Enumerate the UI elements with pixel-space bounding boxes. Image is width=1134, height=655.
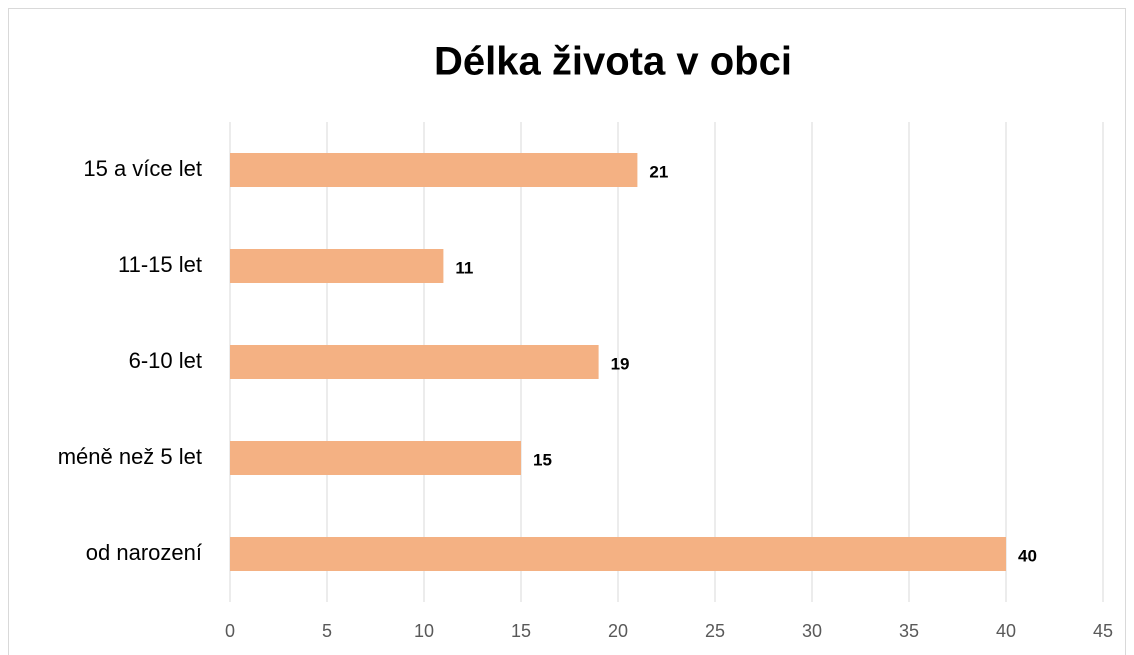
y-tick-label: 15 a více let [83, 156, 202, 181]
bar [230, 249, 444, 283]
y-tick-label: 6-10 let [129, 348, 202, 373]
x-tick-label: 15 [511, 621, 531, 641]
x-tick-label: 20 [608, 621, 628, 641]
x-tick-label: 35 [899, 621, 919, 641]
x-tick-label: 30 [802, 621, 822, 641]
x-tick-label: 5 [322, 621, 332, 641]
y-tick-label: 11-15 let [118, 252, 202, 277]
data-label: 19 [611, 354, 630, 373]
x-tick-label: 25 [705, 621, 725, 641]
chart-title: Délka života v obci [434, 40, 792, 84]
x-tick-label: 45 [1093, 621, 1113, 641]
bar [230, 345, 599, 379]
x-tick-label: 0 [225, 621, 235, 641]
bar [230, 537, 1006, 571]
bar [230, 441, 521, 475]
bar [230, 153, 638, 187]
data-label: 40 [1018, 546, 1037, 565]
data-label: 21 [649, 162, 668, 181]
y-tick-label: od narození [86, 540, 202, 565]
data-label: 11 [455, 258, 473, 277]
x-tick-label: 10 [414, 621, 434, 641]
data-label: 15 [533, 450, 552, 469]
y-tick-label: méně než 5 let [58, 444, 202, 469]
x-tick-label: 40 [996, 621, 1016, 641]
